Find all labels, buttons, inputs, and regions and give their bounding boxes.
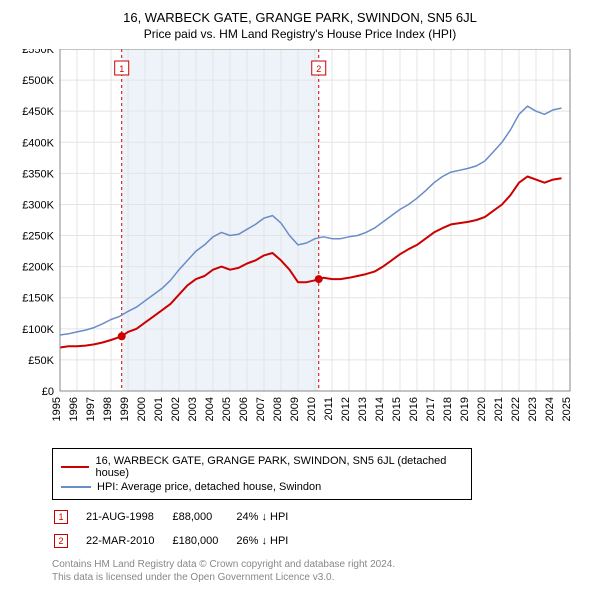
x-tick-label: 2023 <box>527 397 539 421</box>
legend-swatch <box>61 486 91 488</box>
footer-attribution: Contains HM Land Registry data © Crown c… <box>52 558 588 584</box>
transaction-table: 1 21-AUG-1998£88,00024% ↓ HPI 2 22-MAR-2010… <box>52 504 306 554</box>
x-tick-label: 2012 <box>340 397 352 421</box>
y-tick-label: £400K <box>22 137 54 149</box>
x-tick-label: 2020 <box>476 397 488 421</box>
transaction-price: £180,000 <box>172 530 234 552</box>
table-row: 2 22-MAR-2010£180,00026% ↓ HPI <box>54 530 304 552</box>
x-tick-label: 2000 <box>136 397 148 421</box>
x-tick-label: 2017 <box>425 397 437 421</box>
footer-line-2: This data is licensed under the Open Gov… <box>52 571 588 584</box>
marker-box-label: 2 <box>316 64 321 74</box>
x-tick-label: 2018 <box>442 397 454 421</box>
legend-label: HPI: Average price, detached house, Swin… <box>97 481 321 493</box>
x-tick-label: 2024 <box>544 397 556 421</box>
x-tick-label: 2015 <box>391 397 403 421</box>
transaction-delta: 24% ↓ HPI <box>236 506 304 528</box>
x-tick-label: 2011 <box>323 397 335 421</box>
chart-title: 16, WARBECK GATE, GRANGE PARK, SWINDON, … <box>12 10 588 25</box>
x-tick-label: 2022 <box>510 397 522 421</box>
legend-label: 16, WARBECK GATE, GRANGE PARK, SWINDON, … <box>95 455 463 479</box>
y-tick-label: £250K <box>22 231 54 243</box>
x-tick-label: 1996 <box>68 397 80 421</box>
x-tick-label: 2010 <box>306 397 318 421</box>
x-tick-label: 2014 <box>374 397 386 421</box>
transaction-date: 21-AUG-1998 <box>86 506 170 528</box>
y-tick-label: £550K <box>22 49 54 56</box>
x-tick-label: 2016 <box>408 397 420 421</box>
transaction-delta: 26% ↓ HPI <box>236 530 304 552</box>
transaction-date: 22-MAR-2010 <box>86 530 170 552</box>
x-tick-label: 2021 <box>493 397 505 421</box>
y-tick-label: £350K <box>22 168 54 180</box>
y-tick-label: £50K <box>28 355 54 367</box>
x-tick-label: 2013 <box>357 397 369 421</box>
y-tick-label: £0 <box>42 386 54 398</box>
y-tick-label: £100K <box>22 324 54 336</box>
marker-number-box: 2 <box>54 534 68 548</box>
x-tick-label: 2019 <box>459 397 471 421</box>
y-tick-label: £300K <box>22 199 54 211</box>
x-tick-label: 1999 <box>119 397 131 421</box>
x-tick-label: 2006 <box>238 397 250 421</box>
chart-subtitle: Price paid vs. HM Land Registry's House … <box>12 27 588 41</box>
x-tick-label: 2009 <box>289 397 301 421</box>
legend-item: 16, WARBECK GATE, GRANGE PARK, SWINDON, … <box>61 455 463 479</box>
x-tick-label: 2003 <box>187 397 199 421</box>
price-chart-svg: £0 £50K £100K £150K £200K £250K £300K £350K £400… <box>12 49 582 435</box>
legend-item: HPI: Average price, detached house, Swin… <box>61 481 463 493</box>
y-tick-label: £450K <box>22 106 54 118</box>
x-tick-label: 2001 <box>153 397 165 421</box>
y-tick-label: £500K <box>22 75 54 87</box>
transaction-point <box>118 332 126 340</box>
x-tick-label: 1997 <box>85 397 97 421</box>
table-row: 1 21-AUG-1998£88,00024% ↓ HPI <box>54 506 304 528</box>
legend: 16, WARBECK GATE, GRANGE PARK, SWINDON, … <box>52 448 472 500</box>
chart-area: £0 £50K £100K £150K £200K £250K £300K £350K £400… <box>12 49 588 440</box>
x-tick-label: 2005 <box>221 397 233 421</box>
x-tick-label: 2025 <box>561 397 573 421</box>
y-tick-label: £200K <box>22 262 54 274</box>
y-tick-label: £150K <box>22 293 54 305</box>
transaction-point <box>315 275 323 283</box>
x-tick-label: 2007 <box>255 397 267 421</box>
x-tick-label: 1998 <box>102 397 114 421</box>
legend-swatch <box>61 466 89 468</box>
chart-container: 16, WARBECK GATE, GRANGE PARK, SWINDON, … <box>0 0 600 590</box>
marker-number-box: 1 <box>54 510 68 524</box>
x-tick-label: 2002 <box>170 397 182 421</box>
x-tick-label: 1995 <box>51 397 63 421</box>
transaction-price: £88,000 <box>172 506 234 528</box>
x-tick-label: 2004 <box>204 397 216 421</box>
x-tick-label: 2008 <box>272 397 284 421</box>
marker-box-label: 1 <box>119 64 124 74</box>
